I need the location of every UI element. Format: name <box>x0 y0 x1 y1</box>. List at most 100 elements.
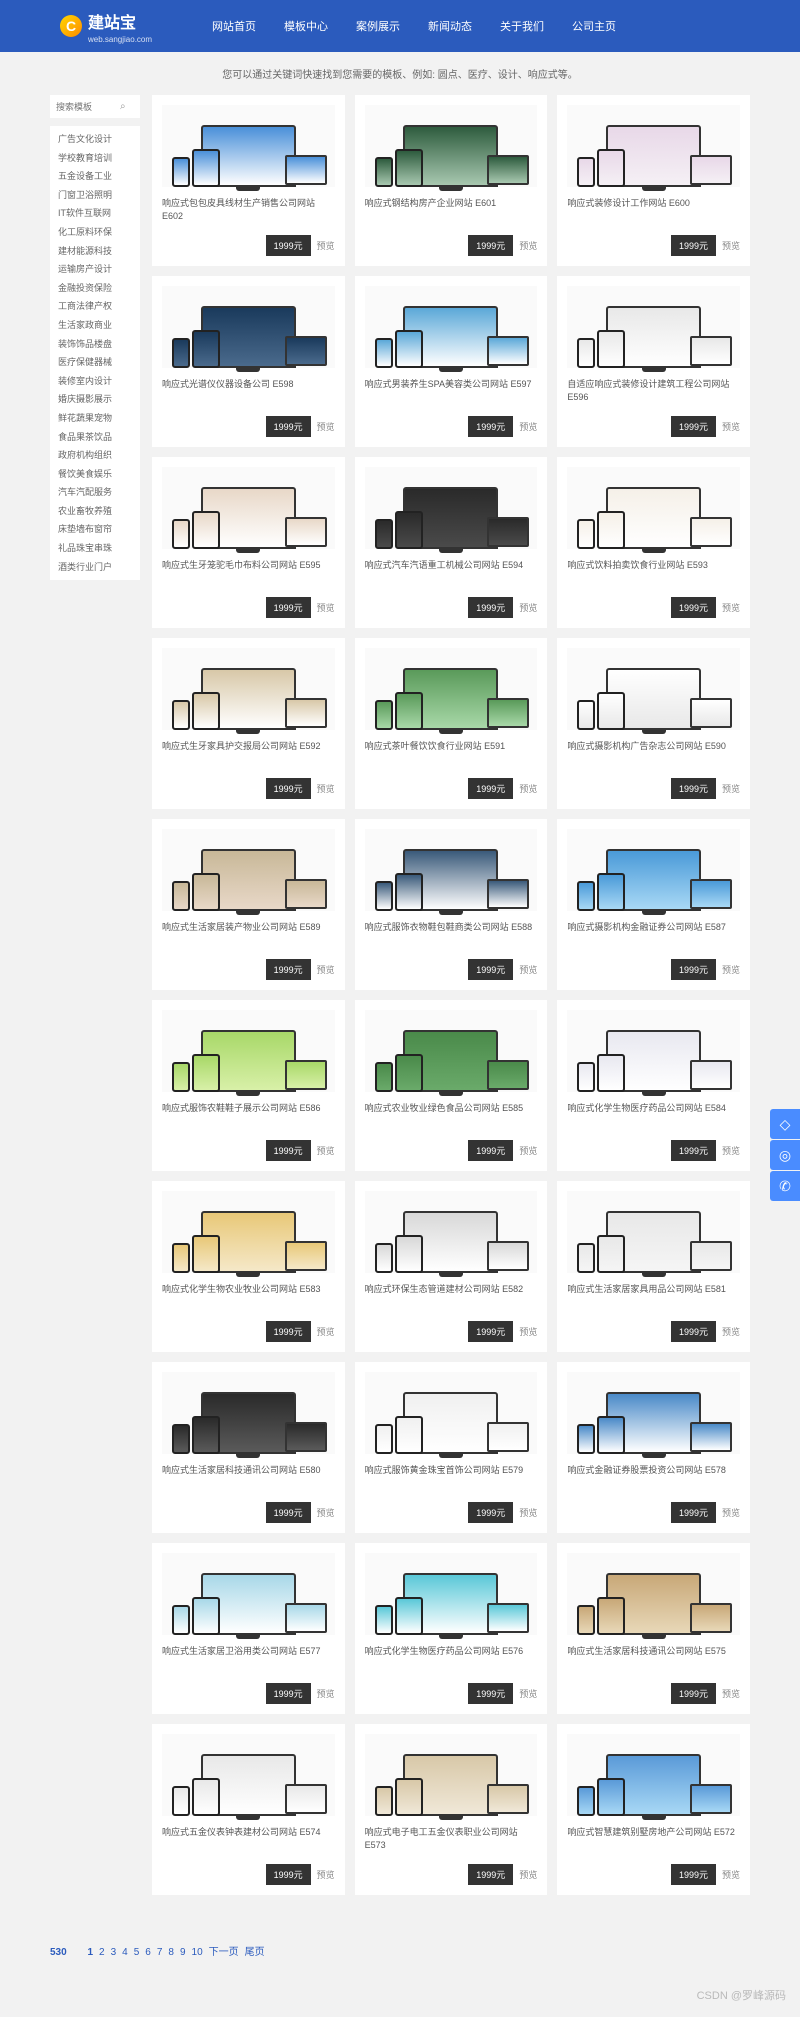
product-card[interactable]: 响应式生活家居科技通讯公司网站 E5751999元预览 <box>557 1543 750 1714</box>
preview-link[interactable]: 预览 <box>519 420 537 433</box>
category-item[interactable]: 汽车汽配服务 <box>50 483 140 502</box>
nav-link[interactable]: 公司主页 <box>572 18 616 34</box>
product-card[interactable]: 响应式光谱仪仪器设备公司 E5981999元预览 <box>152 276 345 447</box>
preview-link[interactable]: 预览 <box>317 1868 335 1881</box>
preview-link[interactable]: 预览 <box>317 1144 335 1157</box>
page-number[interactable]: 2 <box>99 1947 105 1958</box>
preview-link[interactable]: 预览 <box>317 1325 335 1338</box>
preview-link[interactable]: 预览 <box>519 1687 537 1700</box>
preview-link[interactable]: 预览 <box>519 963 537 976</box>
preview-link[interactable]: 预览 <box>722 1144 740 1157</box>
preview-link[interactable]: 预览 <box>722 782 740 795</box>
product-card[interactable]: 响应式环保生态管道建材公司网站 E5821999元预览 <box>355 1181 548 1352</box>
category-item[interactable]: 医疗保健器械 <box>50 353 140 372</box>
category-item[interactable]: 礼品珠宝串珠 <box>50 539 140 558</box>
nav-link[interactable]: 新闻动态 <box>428 18 472 34</box>
product-card[interactable]: 响应式服饰农鞋鞋子展示公司网站 E5861999元预览 <box>152 1000 345 1171</box>
product-card[interactable]: 响应式汽车汽语重工机械公司网站 E5941999元预览 <box>355 457 548 628</box>
float-qq-icon[interactable]: ◇ <box>770 1109 800 1139</box>
category-item[interactable]: 生活家政商业 <box>50 316 140 335</box>
category-item[interactable]: 广告文化设计 <box>50 130 140 149</box>
product-card[interactable]: 响应式装修设计工作网站 E6001999元预览 <box>557 95 750 266</box>
product-card[interactable]: 响应式农业牧业绿色食品公司网站 E5851999元预览 <box>355 1000 548 1171</box>
page-number[interactable]: 10 <box>192 1947 203 1958</box>
product-card[interactable]: 响应式摄影机构广告杂志公司网站 E5901999元预览 <box>557 638 750 809</box>
product-card[interactable]: 响应式饮料拍卖饮食行业网站 E5931999元预览 <box>557 457 750 628</box>
product-card[interactable]: 自适应响应式装修设计建筑工程公司网站 E5961999元预览 <box>557 276 750 447</box>
page-number[interactable]: 6 <box>145 1947 151 1958</box>
product-card[interactable]: 响应式生活家居科技通讯公司网站 E5801999元预览 <box>152 1362 345 1533</box>
preview-link[interactable]: 预览 <box>519 782 537 795</box>
next-page[interactable]: 下一页 <box>209 1947 239 1958</box>
preview-link[interactable]: 预览 <box>519 1144 537 1157</box>
last-page[interactable]: 尾页 <box>245 1947 265 1958</box>
float-phone-icon[interactable]: ✆ <box>770 1171 800 1201</box>
category-item[interactable]: 学校教育培训 <box>50 149 140 168</box>
preview-link[interactable]: 预览 <box>722 1506 740 1519</box>
nav-link[interactable]: 案例展示 <box>356 18 400 34</box>
product-card[interactable]: 响应式生活家居卫浴用类公司网站 E5771999元预览 <box>152 1543 345 1714</box>
category-item[interactable]: 餐饮美食娱乐 <box>50 465 140 484</box>
category-item[interactable]: 化工原料环保 <box>50 223 140 242</box>
product-card[interactable]: 响应式生活家居装产物业公司网站 E5891999元预览 <box>152 819 345 990</box>
page-number[interactable]: 5 <box>134 1947 140 1958</box>
category-item[interactable]: 金融投资保险 <box>50 279 140 298</box>
category-item[interactable]: 运输房产设计 <box>50 260 140 279</box>
preview-link[interactable]: 预览 <box>519 1506 537 1519</box>
preview-link[interactable]: 预览 <box>519 1325 537 1338</box>
category-item[interactable]: 农业畜牧养殖 <box>50 502 140 521</box>
product-card[interactable]: 响应式生牙笼驼毛巾布料公司网站 E5951999元预览 <box>152 457 345 628</box>
preview-link[interactable]: 预览 <box>317 601 335 614</box>
page-number[interactable]: 7 <box>157 1947 163 1958</box>
page-number[interactable]: 8 <box>168 1947 174 1958</box>
product-card[interactable]: 响应式服饰黄金珠宝首饰公司网站 E5791999元预览 <box>355 1362 548 1533</box>
preview-link[interactable]: 预览 <box>722 239 740 252</box>
product-card[interactable]: 响应式包包皮具线材生产销售公司网站 E6021999元预览 <box>152 95 345 266</box>
preview-link[interactable]: 预览 <box>722 420 740 433</box>
preview-link[interactable]: 预览 <box>317 239 335 252</box>
product-card[interactable]: 响应式生活家居家具用品公司网站 E5811999元预览 <box>557 1181 750 1352</box>
page-number[interactable]: 4 <box>122 1947 128 1958</box>
preview-link[interactable]: 预览 <box>317 963 335 976</box>
nav-link[interactable]: 模板中心 <box>284 18 328 34</box>
category-item[interactable]: 门窗卫浴照明 <box>50 186 140 205</box>
preview-link[interactable]: 预览 <box>317 782 335 795</box>
product-card[interactable]: 响应式钢结构房产企业网站 E6011999元预览 <box>355 95 548 266</box>
preview-link[interactable]: 预览 <box>722 1868 740 1881</box>
product-card[interactable]: 响应式茶叶餐饮饮食行业网站 E5911999元预览 <box>355 638 548 809</box>
page-number[interactable]: 9 <box>180 1947 186 1958</box>
float-chat-icon[interactable]: ◎ <box>770 1140 800 1170</box>
product-card[interactable]: 响应式化学生物农业牧业公司网站 E5831999元预览 <box>152 1181 345 1352</box>
preview-link[interactable]: 预览 <box>317 1687 335 1700</box>
product-card[interactable]: 响应式摄影机构金融证券公司网站 E5871999元预览 <box>557 819 750 990</box>
search-box[interactable]: ⌕ <box>50 95 140 118</box>
preview-link[interactable]: 预览 <box>722 963 740 976</box>
category-item[interactable]: 食品果茶饮品 <box>50 428 140 447</box>
preview-link[interactable]: 预览 <box>317 1506 335 1519</box>
nav-link[interactable]: 网站首页 <box>212 18 256 34</box>
product-card[interactable]: 响应式化学生物医疗药品公司网站 E5761999元预览 <box>355 1543 548 1714</box>
product-card[interactable]: 响应式五金仪表钟表建材公司网站 E5741999元预览 <box>152 1724 345 1895</box>
product-card[interactable]: 响应式男装养生SPA美容类公司网站 E5971999元预览 <box>355 276 548 447</box>
category-item[interactable]: 床垫墙布窗帘 <box>50 520 140 539</box>
category-item[interactable]: 装修室内设计 <box>50 372 140 391</box>
search-input[interactable] <box>56 102 116 112</box>
product-card[interactable]: 响应式生牙家具护交报局公司网站 E5921999元预览 <box>152 638 345 809</box>
category-item[interactable]: 婚庆摄影展示 <box>50 390 140 409</box>
preview-link[interactable]: 预览 <box>519 1868 537 1881</box>
preview-link[interactable]: 预览 <box>317 420 335 433</box>
page-number[interactable]: 1 <box>87 1947 93 1958</box>
nav-link[interactable]: 关于我们 <box>500 18 544 34</box>
search-icon[interactable]: ⌕ <box>120 101 126 112</box>
category-item[interactable]: 建材能源科技 <box>50 242 140 261</box>
preview-link[interactable]: 预览 <box>519 239 537 252</box>
product-card[interactable]: 响应式金融证券股票投资公司网站 E5781999元预览 <box>557 1362 750 1533</box>
category-item[interactable]: 工商法律产权 <box>50 297 140 316</box>
product-card[interactable]: 响应式电子电工五金仪表职业公司网站 E5731999元预览 <box>355 1724 548 1895</box>
category-item[interactable]: 政府机构组织 <box>50 446 140 465</box>
category-item[interactable]: 装饰饰品楼盘 <box>50 335 140 354</box>
logo[interactable]: C 建站宝 web.sangjiao.com <box>60 9 152 44</box>
preview-link[interactable]: 预览 <box>519 601 537 614</box>
preview-link[interactable]: 预览 <box>722 601 740 614</box>
category-item[interactable]: IT软件互联网 <box>50 204 140 223</box>
